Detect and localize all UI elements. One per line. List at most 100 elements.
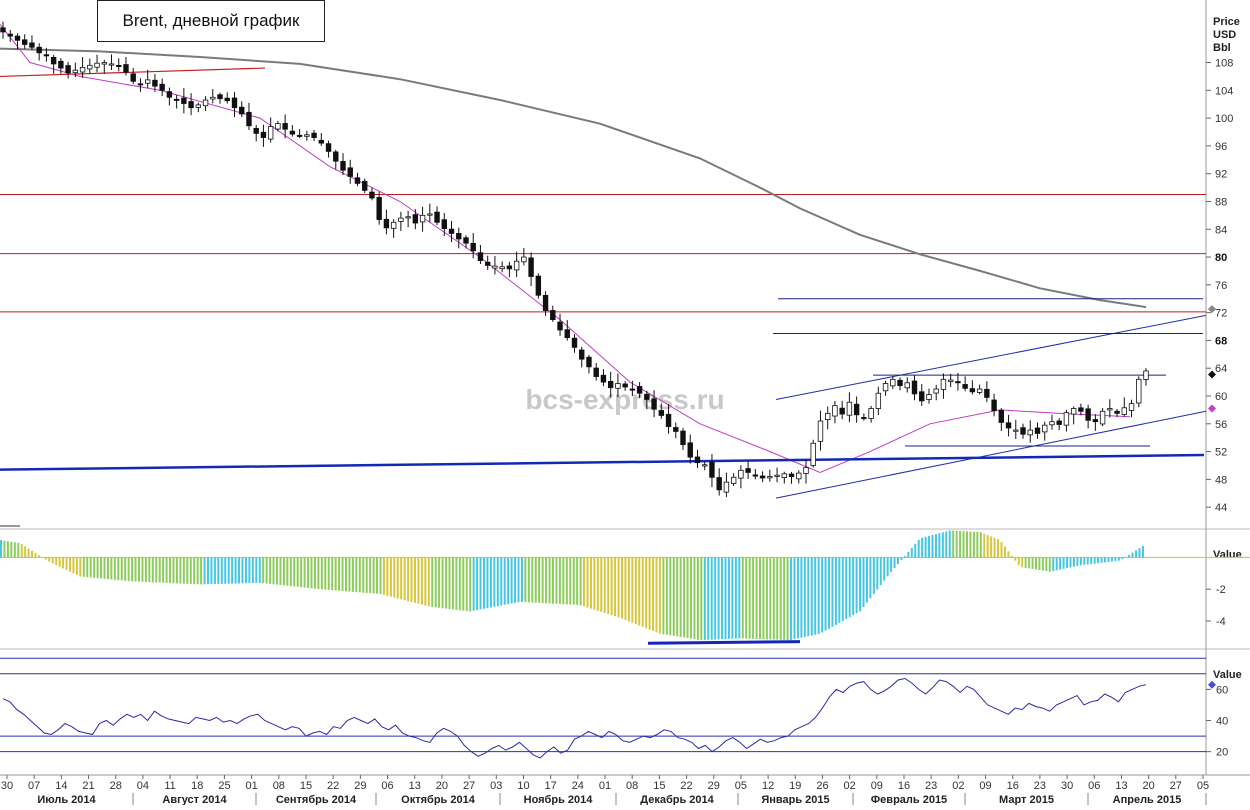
candle-down	[897, 379, 903, 386]
candle-down	[333, 151, 339, 162]
candle-up	[202, 99, 209, 107]
candle-down	[14, 35, 21, 41]
x-day-label: 06	[1088, 780, 1100, 792]
candle-down	[752, 474, 759, 477]
candle-down	[181, 97, 187, 104]
candle-up	[723, 481, 730, 493]
y-tick-label: 100	[1215, 113, 1233, 125]
candle-down	[955, 381, 961, 384]
channel-lower-line	[775, 410, 1207, 499]
candle-up	[1143, 370, 1149, 380]
candle-down	[130, 73, 136, 82]
candle-down	[412, 214, 419, 224]
histogram-tick-label: -2	[1216, 584, 1226, 596]
candle-down	[716, 477, 722, 491]
candle-down	[694, 456, 701, 464]
candle-down	[282, 123, 288, 130]
candle-down	[861, 417, 867, 420]
candle-up	[1027, 429, 1033, 436]
candle-up	[72, 69, 79, 74]
candle-down	[528, 257, 534, 277]
candle-down	[22, 39, 28, 45]
histogram-bars	[0, 530, 1144, 641]
candle-down	[217, 94, 223, 100]
candle-down	[984, 388, 990, 398]
candle-down	[260, 131, 267, 138]
x-day-label: 08	[626, 780, 638, 792]
y-tick-label: 72	[1215, 308, 1227, 320]
red-trend-line	[0, 67, 266, 78]
x-day-label: 08	[273, 780, 285, 792]
moving-average-long	[0, 47, 1147, 309]
candle-up	[108, 63, 115, 66]
candle-up	[904, 382, 910, 389]
x-day-label: 13	[1115, 780, 1127, 792]
x-day-label: 20	[1143, 780, 1155, 792]
x-day-label: 10	[517, 780, 529, 792]
candle-down	[622, 383, 628, 388]
x-day-label: 03	[490, 780, 502, 792]
candle-down	[853, 403, 860, 416]
candle-up	[810, 442, 816, 466]
x-day-label: 04	[137, 780, 149, 792]
y-tick-label: 60	[1215, 391, 1227, 403]
x-day-label: 26	[816, 780, 828, 792]
y-tick-label: 88	[1215, 196, 1227, 208]
candle-down	[709, 462, 715, 478]
candle-down	[571, 337, 578, 348]
chart-title: Brent, дневной график	[97, 0, 325, 42]
x-day-label: 16	[898, 780, 910, 792]
x-day-label: 30	[1061, 780, 1073, 792]
x-day-label: 29	[354, 780, 366, 792]
candle-down	[246, 111, 252, 127]
candle-down	[1056, 420, 1062, 425]
candle-up	[846, 401, 853, 416]
rsi-tick-label: 20	[1216, 747, 1228, 759]
price-marker	[1208, 305, 1216, 314]
x-day-label: 23	[925, 780, 937, 792]
candle-down	[636, 386, 643, 394]
candle-up	[738, 469, 744, 479]
y-tick-label: 52	[1215, 447, 1227, 459]
candle-up	[1128, 403, 1135, 411]
candle-up	[817, 420, 824, 442]
candle-down	[296, 134, 303, 137]
y-tick-label: 92	[1215, 169, 1227, 181]
candle-up	[803, 467, 809, 474]
candle-up	[492, 265, 498, 269]
candle-up	[976, 388, 983, 393]
candle-up	[1070, 408, 1077, 415]
candle-up	[521, 256, 527, 263]
candle-up	[427, 213, 433, 216]
x-day-label: 27	[1170, 780, 1182, 792]
candle-up	[499, 266, 505, 270]
x-day-label: 20	[436, 780, 448, 792]
candle-up	[1136, 378, 1142, 404]
candle-down	[253, 127, 259, 134]
x-day-label: 21	[82, 780, 94, 792]
candle-down	[1085, 408, 1091, 421]
candle-down	[123, 64, 129, 73]
x-day-label: 29	[708, 780, 720, 792]
candle-down	[579, 349, 585, 360]
x-day-label: 18	[191, 780, 203, 792]
candle-down	[434, 211, 440, 223]
candle-down	[383, 218, 390, 229]
candle-down	[311, 132, 317, 138]
x-month-label: Март 2015	[999, 794, 1054, 805]
candle-up	[87, 64, 93, 70]
rsi-value-label: Value	[1213, 669, 1242, 681]
candle-down	[1034, 427, 1041, 434]
candle-down	[36, 46, 42, 54]
candle-up	[101, 62, 107, 65]
candle-down	[318, 139, 325, 144]
x-day-label: 27	[463, 780, 475, 792]
candle-down	[354, 177, 361, 184]
candle-down	[65, 65, 71, 74]
x-day-label: 13	[409, 780, 421, 792]
x-day-label: 17	[545, 780, 557, 792]
rsi-tick-label: 60	[1216, 684, 1228, 696]
candle-down	[376, 197, 382, 220]
candle-down	[644, 393, 650, 400]
y-tick-label: 96	[1215, 141, 1227, 153]
